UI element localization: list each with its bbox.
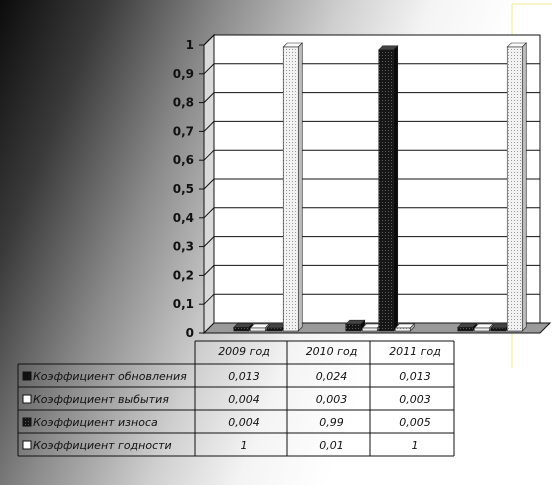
gridline <box>203 178 540 190</box>
data-value: 0,013 <box>228 370 260 383</box>
data-value: 1 <box>412 439 419 452</box>
y-tick-label: 0,8 <box>173 96 194 110</box>
bar <box>473 327 490 332</box>
bar <box>249 327 266 332</box>
data-value: 0,024 <box>316 370 348 383</box>
legend-swatch <box>22 394 32 404</box>
bar <box>345 323 362 332</box>
category-label: 2009 год <box>218 345 270 358</box>
category-label: 2011 год <box>389 345 441 358</box>
y-tick-label: 0,6 <box>173 153 194 167</box>
bar <box>361 327 378 332</box>
bar-side <box>393 45 399 332</box>
bar <box>394 327 411 332</box>
bar <box>233 327 250 332</box>
data-value: 0,004 <box>228 393 260 406</box>
y-tick-label: 0,3 <box>173 240 194 254</box>
data-value: 0,004 <box>228 416 260 429</box>
gridline <box>203 264 540 276</box>
bar <box>490 327 507 332</box>
gridline <box>203 293 540 305</box>
data-value: 0,003 <box>399 393 431 406</box>
legend-label: Коэффициент годности <box>33 439 172 452</box>
legend-swatch <box>22 417 32 427</box>
y-tick-label: 0 <box>186 326 194 340</box>
y-tick-label: 0,1 <box>173 297 194 311</box>
gridline <box>203 63 540 75</box>
gridline <box>203 34 540 46</box>
y-tick-label: 1 <box>186 38 194 52</box>
data-value: 0,003 <box>316 393 348 406</box>
legend-label: Коэффициент выбытия <box>33 393 169 406</box>
data-value: 0,013 <box>399 370 431 383</box>
gridline <box>203 92 540 103</box>
gridline <box>203 236 540 247</box>
data-value: 0,01 <box>319 439 344 452</box>
legend-swatch <box>22 440 32 450</box>
y-tick-label: 0,2 <box>173 268 194 282</box>
y-tick-label: 0,4 <box>173 211 194 225</box>
gridline <box>203 207 540 219</box>
data-value: 0,99 <box>319 416 344 429</box>
bar <box>282 46 299 332</box>
y-tick-label: 0,5 <box>173 182 194 196</box>
data-value: 1 <box>241 439 248 452</box>
bar <box>457 327 474 332</box>
legend-swatch <box>22 371 32 381</box>
y-tick-label: 0,7 <box>173 124 194 138</box>
bar-side <box>297 42 303 332</box>
gridline <box>203 120 540 132</box>
gridline <box>203 149 540 161</box>
bar <box>506 46 523 332</box>
data-value: 0,005 <box>399 416 431 429</box>
legend-label: Коэффициент износа <box>33 416 158 429</box>
bar <box>378 49 395 332</box>
y-tick-label: 0,9 <box>173 67 194 81</box>
legend-label: Коэффициент обновления <box>33 370 187 383</box>
bar <box>266 327 283 332</box>
bar-side <box>521 42 527 332</box>
category-label: 2010 год <box>306 345 358 358</box>
